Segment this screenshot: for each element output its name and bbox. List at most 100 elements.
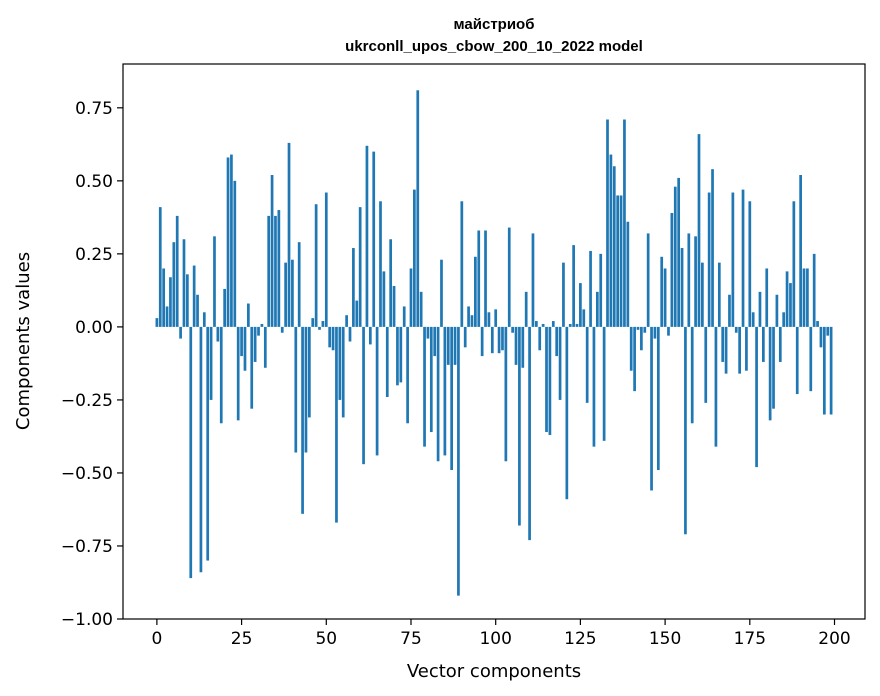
bar [162,268,166,327]
bar [209,326,213,400]
bar [809,326,813,392]
bar [748,201,752,327]
x-tick-label: 50 [315,629,337,649]
bar [667,326,670,336]
bar [324,192,328,327]
bar [189,326,193,579]
bar [219,326,223,424]
bar [226,157,230,327]
x-tick-label: 150 [649,629,681,649]
bar [731,192,735,327]
bar [470,315,474,327]
bar [352,248,355,327]
bar [172,242,176,327]
bar [792,201,796,327]
bar [541,323,545,327]
bar [260,323,264,327]
bar [169,277,172,327]
bar [280,326,284,333]
bar [250,326,254,409]
bar [287,142,291,327]
x-tick-label: 75 [400,629,422,649]
bar [636,326,640,330]
bar [450,326,453,471]
bar [799,175,802,327]
bar [216,326,220,342]
bar [684,326,687,535]
x-tick-label: 200 [818,629,850,649]
bar [531,233,535,327]
bar [762,326,765,362]
bar [192,265,196,327]
bar [382,271,386,327]
bar [677,177,681,327]
y-tick-label: 0.25 [75,245,113,265]
bar [453,326,457,365]
y-tick-label: 0.00 [75,318,113,338]
bar [413,189,416,327]
y-tick-label: −0.50 [61,464,113,484]
bar [328,326,332,348]
bar [348,326,352,342]
bar [758,291,762,327]
bar [331,326,335,351]
bar [297,242,301,327]
bar [358,207,362,327]
bar [717,262,721,327]
bar [389,239,393,327]
bar [446,326,450,365]
bar [585,326,589,403]
bar [270,175,274,327]
bar [341,326,345,418]
bar [592,326,596,447]
bar [765,268,769,327]
bar [687,233,691,327]
bar [734,326,738,333]
bar [595,291,599,327]
bar [714,326,718,447]
bar [528,326,531,541]
bar [724,326,728,374]
bar [213,236,216,327]
bar [551,321,555,327]
bar [294,326,298,453]
bar [514,326,518,365]
bar [206,326,210,561]
y-tick-label: 0.50 [75,172,113,192]
bar [474,256,477,327]
bar [385,326,389,397]
plot-frame [122,63,866,620]
bar [640,326,643,351]
bar [345,315,348,327]
bar [179,326,182,339]
bar [230,154,233,327]
bar [487,312,491,327]
bar [409,268,413,327]
bar [751,312,755,327]
bar [480,326,484,357]
bar [745,326,748,371]
bar [629,326,633,371]
bar [257,326,260,336]
bar [775,294,779,327]
bar [365,145,369,327]
bar [741,189,745,327]
bar [247,303,250,327]
bar [362,326,365,465]
bar [562,262,565,327]
bar [738,326,741,374]
bar [650,326,653,491]
bar [795,326,799,395]
bar [616,195,620,327]
bar [402,306,406,327]
bar [802,268,806,327]
bar [633,326,636,392]
bar [419,291,423,327]
bar [497,326,501,354]
bar [670,212,674,327]
bar [643,326,647,333]
bar [785,271,789,327]
y-tick-label: −0.75 [61,537,113,557]
bar [782,312,786,327]
